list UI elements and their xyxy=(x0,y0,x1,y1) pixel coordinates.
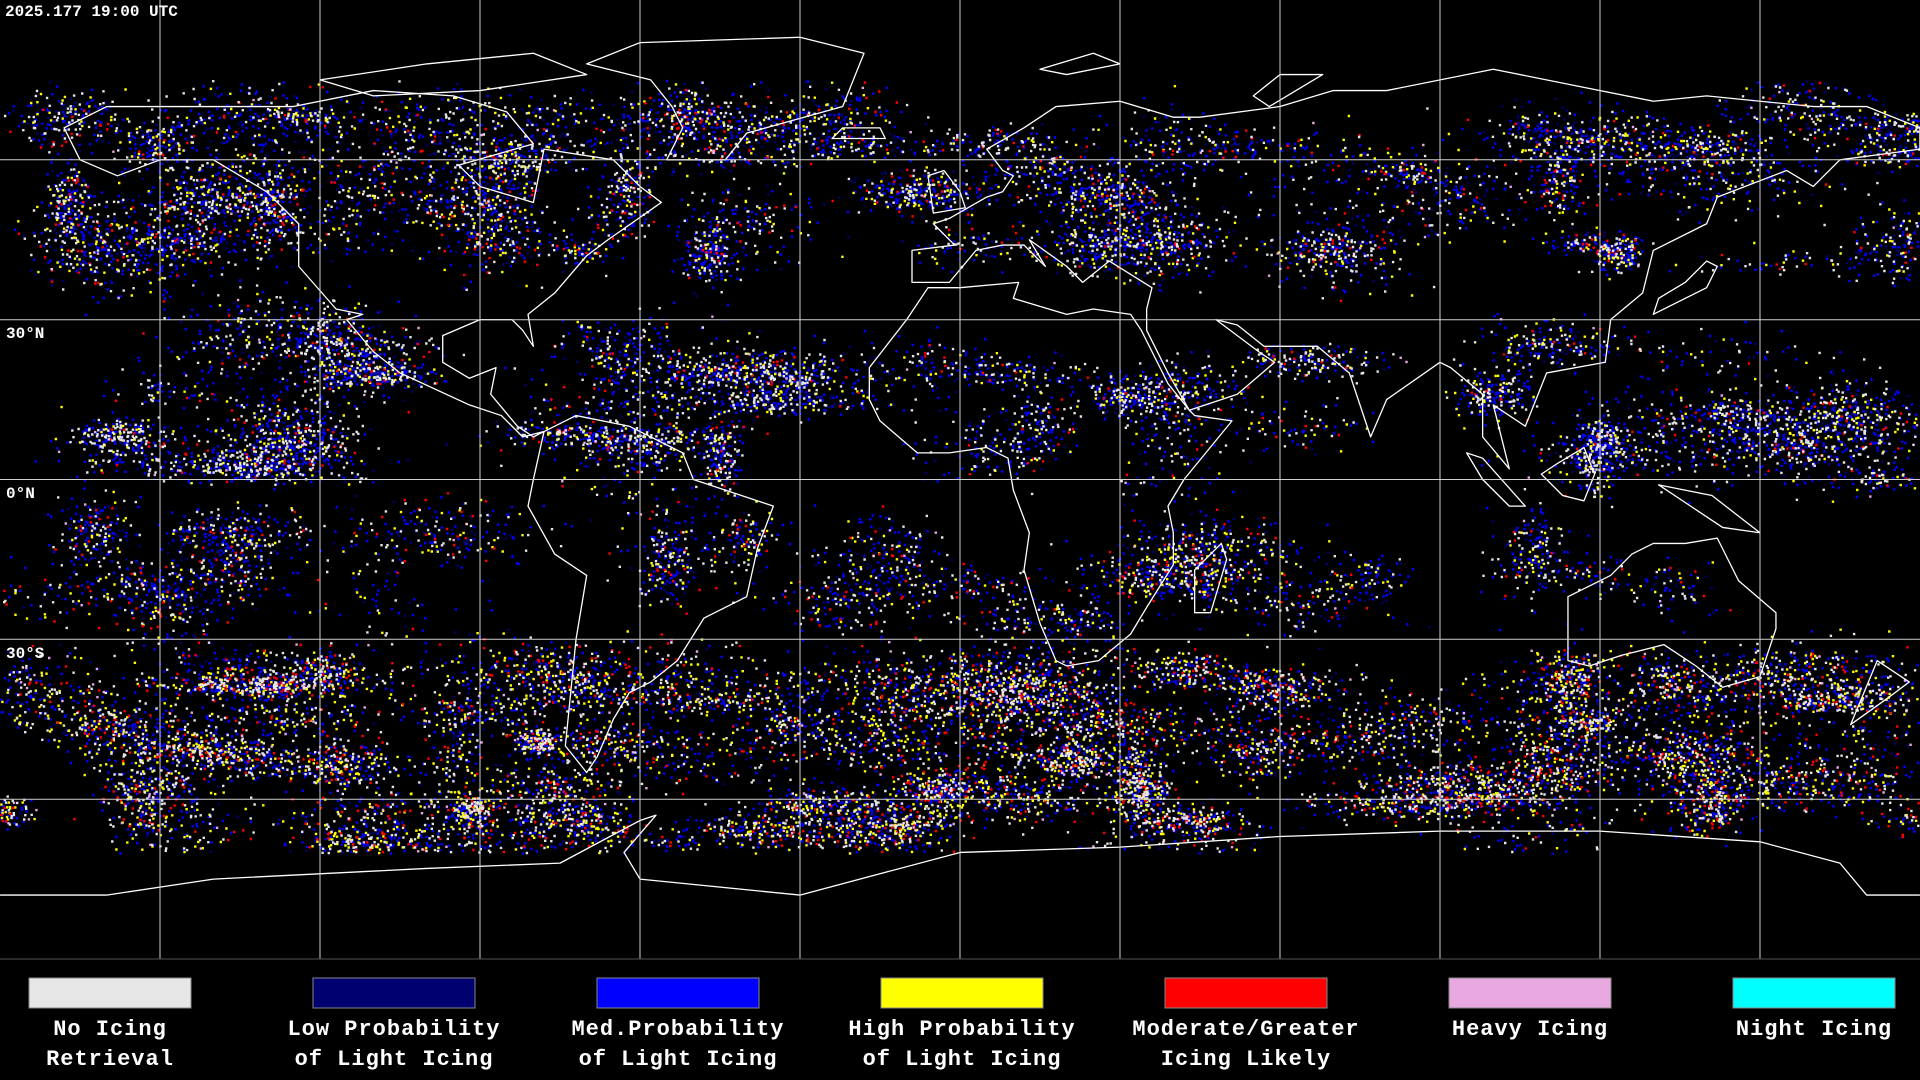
legend-label: of Light Icing xyxy=(863,1047,1062,1072)
madagascar xyxy=(1195,543,1227,612)
new-guinea xyxy=(1659,485,1760,533)
iceland xyxy=(832,128,885,139)
legend-label: Retrieval xyxy=(46,1047,174,1072)
icing-pixels xyxy=(0,79,1920,855)
legend-swatch xyxy=(1732,977,1896,1009)
north-america xyxy=(64,91,661,437)
legend-label: Med.Probability xyxy=(571,1017,784,1042)
legend-label: Heavy Icing xyxy=(1452,1017,1608,1042)
new-zealand xyxy=(1851,661,1910,725)
latitude-label: 30°N xyxy=(6,325,44,343)
legend-swatch xyxy=(312,977,476,1009)
legend-label: Moderate/Greater xyxy=(1132,1017,1359,1042)
legend-label: of Light Icing xyxy=(579,1047,778,1072)
latitude-label: 30°S xyxy=(6,645,45,663)
legend-label: Low Probability xyxy=(287,1017,500,1042)
legend-label: High Probability xyxy=(848,1017,1075,1042)
sumatra xyxy=(1467,453,1526,506)
icing-speckle xyxy=(1,80,1920,855)
timestamp: 2025.177 19:00 UTC xyxy=(5,3,178,21)
borneo xyxy=(1541,448,1594,501)
australia xyxy=(1568,538,1776,687)
japan xyxy=(1653,261,1717,314)
graticule xyxy=(0,0,1920,959)
legend-swatch xyxy=(28,977,192,1009)
legend-swatch xyxy=(1448,977,1612,1009)
legend-swatch xyxy=(880,977,1044,1009)
eurasia xyxy=(912,69,1920,469)
latitude-label: 0°N xyxy=(6,485,35,503)
south-america xyxy=(528,416,773,773)
legend-label: Night Icing xyxy=(1736,1017,1892,1042)
legend-swatch xyxy=(1164,977,1328,1009)
africa xyxy=(869,282,1232,666)
legend-swatch xyxy=(596,977,760,1009)
legend-label: No Icing xyxy=(53,1017,167,1042)
legend-label: Icing Likely xyxy=(1161,1047,1331,1072)
legend-label: of Light Icing xyxy=(295,1047,494,1072)
legend: No Icing Retrieval Low Probability of Light… xyxy=(28,977,1896,1072)
